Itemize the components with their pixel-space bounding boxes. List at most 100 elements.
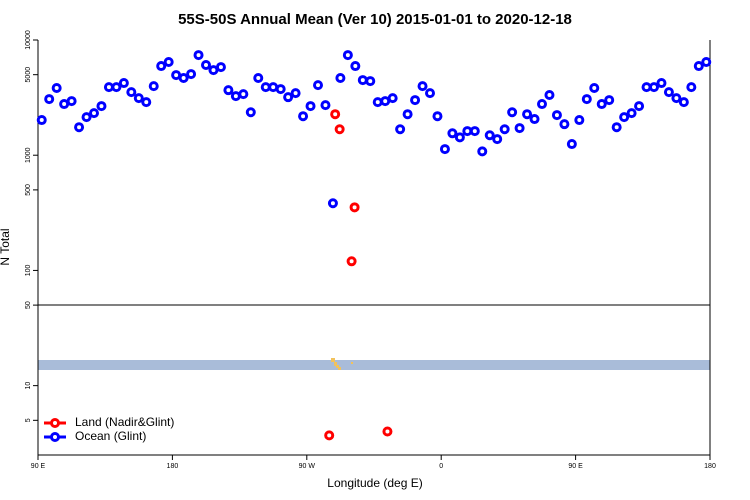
point bbox=[559, 119, 570, 130]
point bbox=[230, 91, 241, 102]
x-tick-label: 90 E bbox=[568, 463, 583, 470]
point bbox=[477, 146, 488, 157]
point bbox=[268, 82, 279, 93]
point bbox=[596, 99, 607, 110]
point bbox=[484, 130, 495, 141]
point bbox=[171, 70, 182, 81]
point bbox=[313, 80, 323, 91]
point bbox=[514, 123, 525, 134]
point bbox=[357, 75, 368, 86]
chart-title: 55S-50S Annual Mean (Ver 10) 2015-01-01 … bbox=[178, 11, 572, 28]
y-tick-label: 5 bbox=[25, 418, 32, 422]
point bbox=[330, 109, 341, 120]
point bbox=[126, 87, 137, 98]
y-tick-label: 10 bbox=[25, 382, 32, 390]
point bbox=[365, 76, 376, 87]
y-tick-label: 100 bbox=[25, 264, 32, 276]
point bbox=[66, 96, 77, 107]
point bbox=[320, 100, 331, 111]
point bbox=[349, 202, 360, 213]
point bbox=[492, 134, 503, 145]
point bbox=[499, 124, 510, 135]
point bbox=[544, 90, 555, 101]
legend-label: Ocean (Glint) bbox=[75, 429, 146, 443]
point bbox=[186, 69, 197, 80]
point bbox=[410, 95, 421, 106]
point bbox=[462, 126, 473, 137]
legend-label: Land (Nadir&Glint) bbox=[75, 415, 174, 429]
point bbox=[701, 57, 712, 68]
point bbox=[372, 97, 383, 108]
x-tick-label: 90 E bbox=[31, 463, 46, 470]
point bbox=[260, 82, 271, 93]
point bbox=[439, 144, 450, 155]
point bbox=[342, 50, 353, 61]
point bbox=[566, 139, 577, 150]
point bbox=[634, 101, 645, 112]
point bbox=[693, 61, 704, 72]
point bbox=[215, 62, 226, 73]
point bbox=[253, 72, 264, 83]
point bbox=[619, 112, 630, 123]
legend-marker bbox=[50, 418, 60, 428]
point bbox=[238, 89, 249, 100]
point bbox=[305, 101, 316, 112]
point bbox=[156, 61, 167, 72]
point bbox=[290, 88, 301, 99]
point bbox=[649, 82, 659, 93]
point bbox=[574, 115, 585, 126]
point bbox=[74, 122, 85, 133]
point bbox=[678, 97, 689, 108]
point bbox=[81, 112, 92, 123]
point bbox=[469, 126, 480, 137]
point bbox=[454, 132, 465, 143]
point bbox=[671, 93, 682, 104]
y-tick-label: 500 bbox=[25, 184, 32, 196]
point bbox=[163, 57, 174, 68]
point bbox=[522, 109, 533, 120]
point bbox=[417, 81, 428, 92]
point bbox=[350, 61, 361, 72]
point bbox=[133, 93, 144, 104]
point bbox=[395, 124, 406, 135]
point bbox=[537, 99, 547, 110]
y-tick-label: 1000 bbox=[25, 147, 32, 163]
point bbox=[641, 82, 652, 93]
point bbox=[201, 59, 211, 70]
mask-band bbox=[38, 360, 710, 370]
point bbox=[387, 93, 398, 104]
point bbox=[59, 99, 70, 110]
point bbox=[380, 96, 391, 107]
point bbox=[178, 72, 189, 83]
point bbox=[611, 122, 622, 133]
point bbox=[111, 82, 122, 93]
point bbox=[334, 124, 345, 135]
point bbox=[626, 108, 637, 119]
x-tick-label: 180 bbox=[167, 463, 179, 470]
point bbox=[44, 94, 55, 105]
point bbox=[402, 109, 413, 120]
point bbox=[335, 72, 346, 83]
point bbox=[283, 92, 294, 103]
point bbox=[432, 111, 443, 122]
mask-speckle bbox=[331, 358, 353, 370]
point bbox=[96, 101, 107, 112]
x-tick-label: 90 W bbox=[299, 463, 316, 470]
point bbox=[447, 128, 458, 139]
point bbox=[529, 114, 540, 125]
point bbox=[604, 95, 615, 106]
point bbox=[141, 97, 152, 108]
point bbox=[208, 65, 219, 76]
y-tick-label: 50 bbox=[25, 301, 32, 309]
y-tick-label: 10000 bbox=[25, 30, 32, 50]
point bbox=[581, 94, 592, 105]
point bbox=[118, 78, 129, 89]
point bbox=[327, 198, 338, 209]
x-tick-label: 0 bbox=[439, 463, 443, 470]
point bbox=[346, 256, 357, 267]
point bbox=[686, 82, 697, 93]
point bbox=[245, 107, 256, 118]
point bbox=[663, 87, 674, 98]
